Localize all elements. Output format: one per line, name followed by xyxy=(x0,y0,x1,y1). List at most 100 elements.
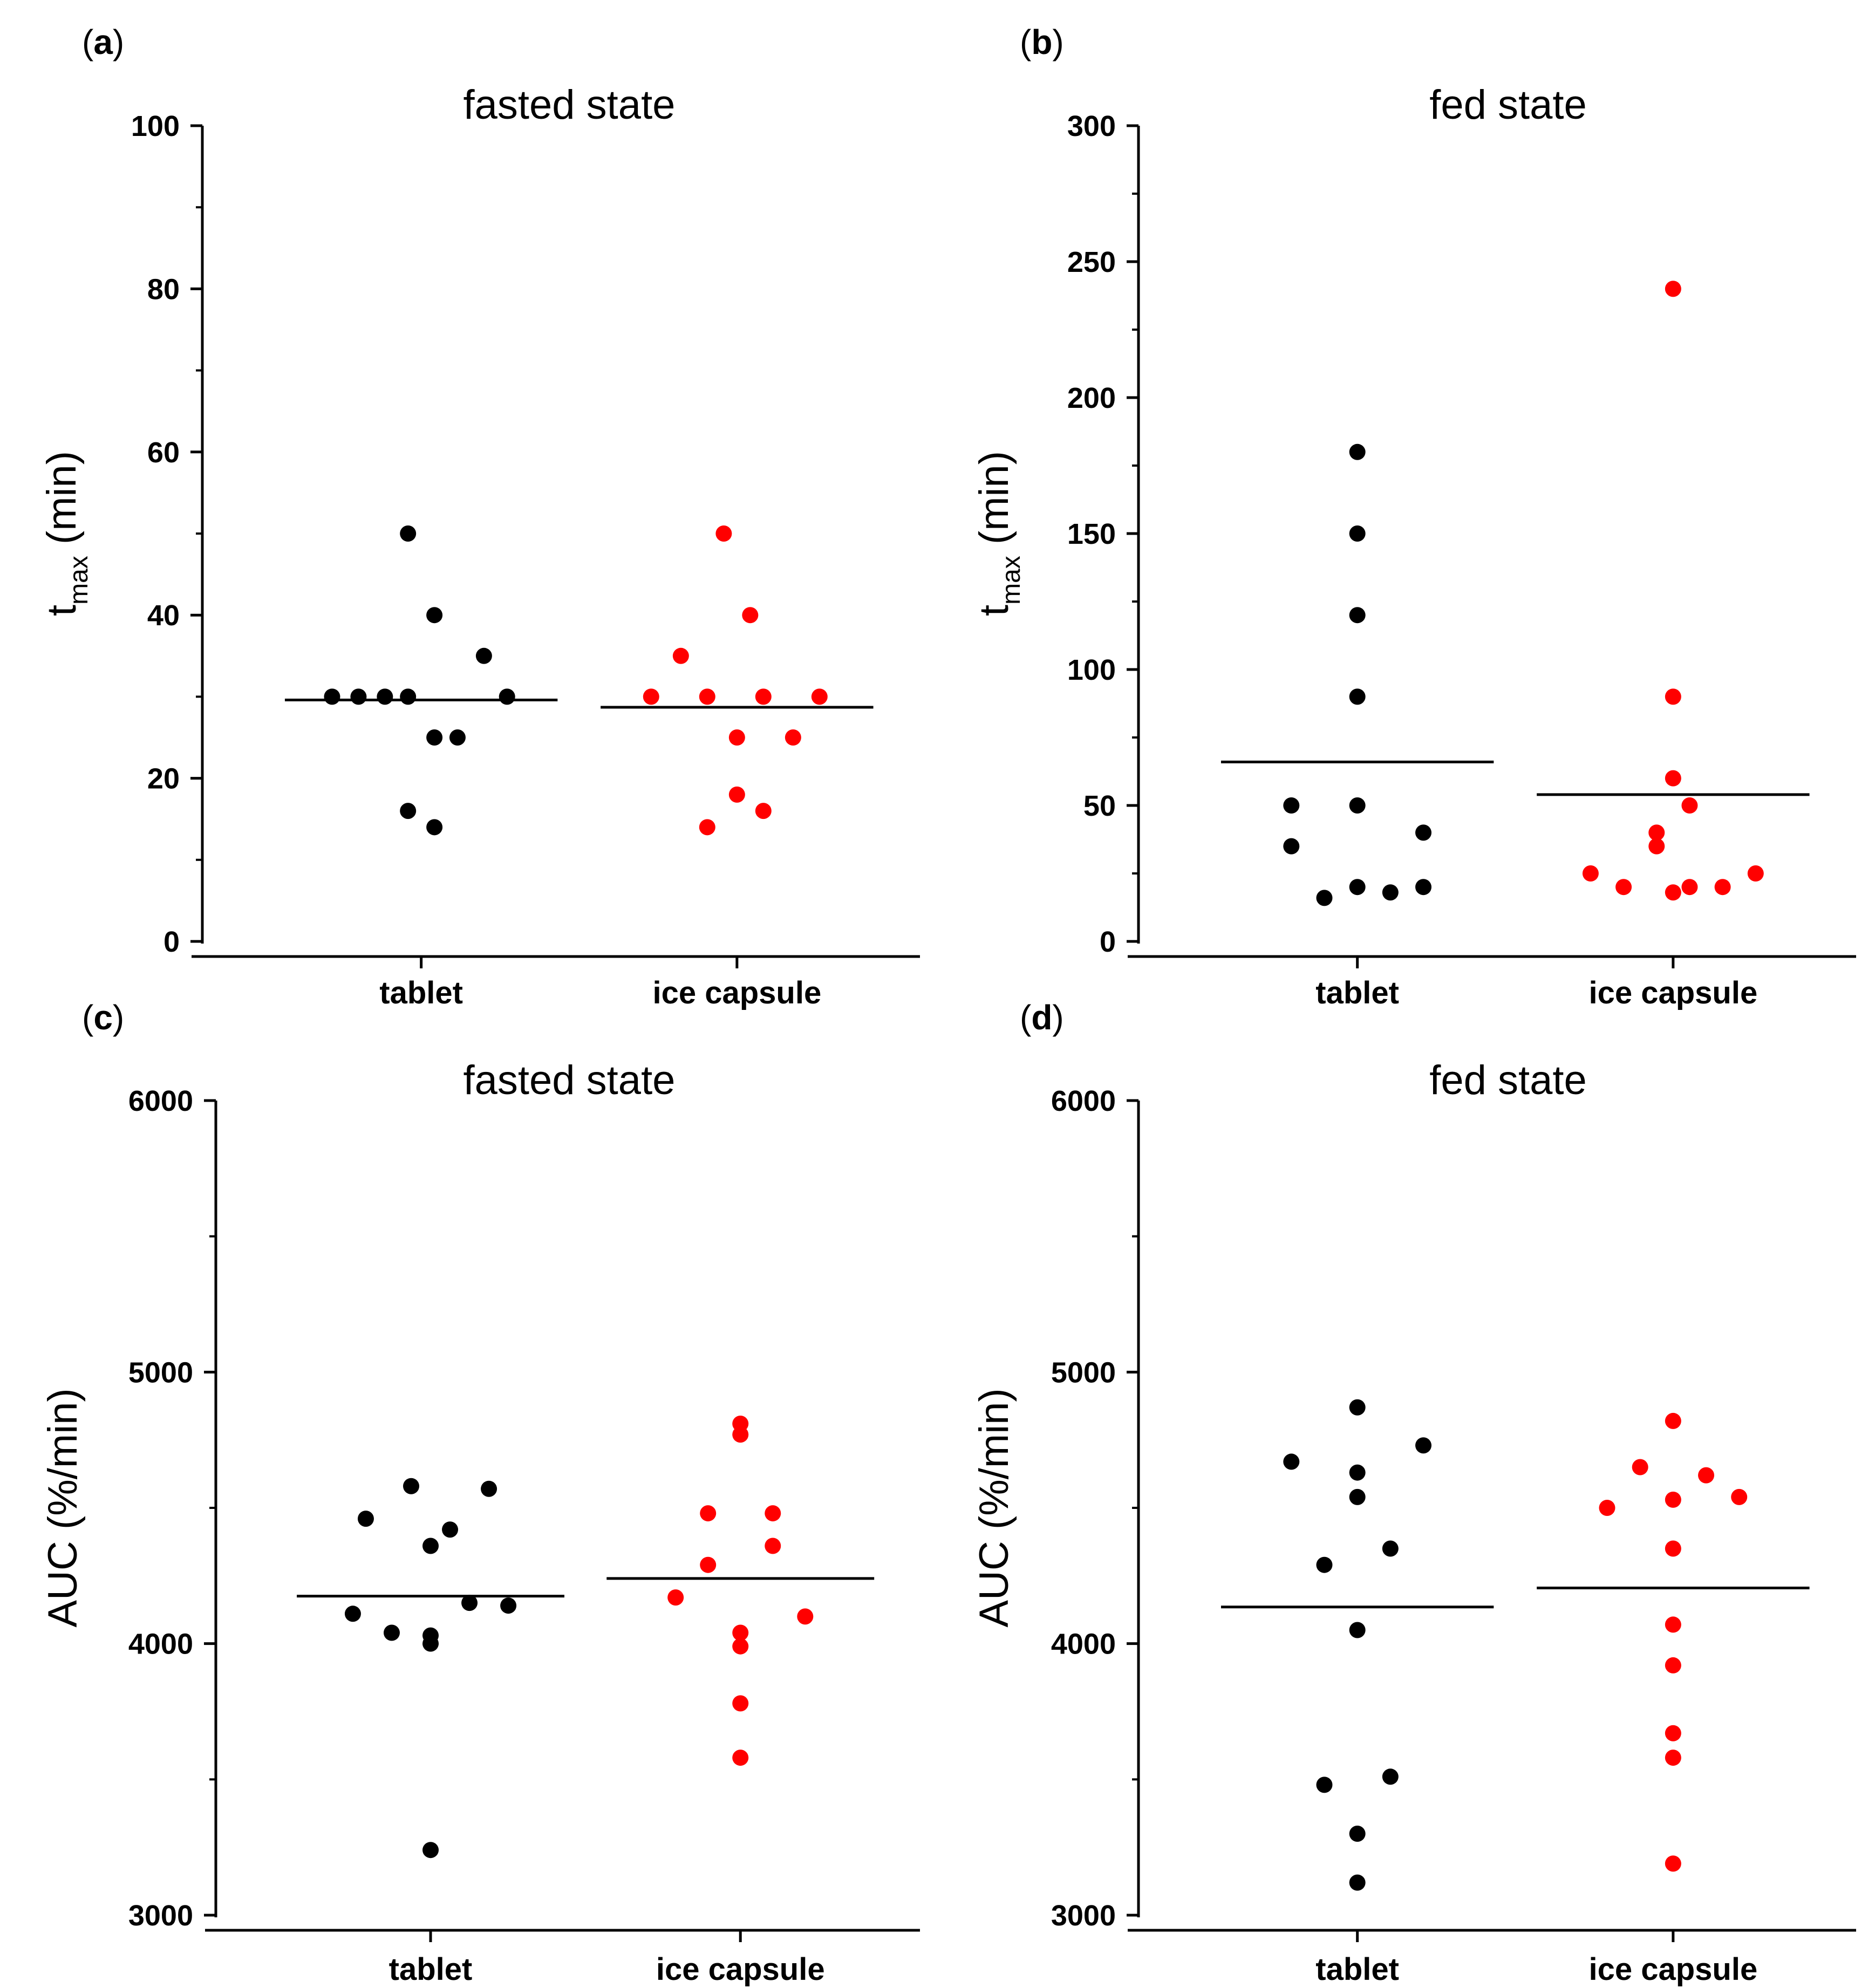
data-point xyxy=(1349,1464,1366,1481)
data-point xyxy=(1615,879,1632,896)
y-tick-label: 50 xyxy=(1083,790,1116,822)
data-point xyxy=(1316,1777,1333,1793)
data-point xyxy=(1349,525,1366,542)
y-tick-label: 20 xyxy=(147,763,180,795)
data-point xyxy=(732,1638,749,1655)
data-point xyxy=(1665,1855,1681,1872)
data-point xyxy=(1665,1616,1681,1633)
chart-title: fasted state xyxy=(463,82,676,128)
x-category-label: ice capsule xyxy=(1588,1952,1757,1987)
data-point xyxy=(475,647,492,664)
data-point xyxy=(1698,1467,1715,1484)
data-point xyxy=(1665,1750,1681,1766)
y-tick-label: 40 xyxy=(147,599,180,632)
data-point xyxy=(344,1606,361,1622)
y-tick-label: 5000 xyxy=(1051,1356,1116,1389)
data-point xyxy=(732,1624,749,1641)
y-tick-label: 300 xyxy=(1067,110,1116,142)
data-point xyxy=(1382,1768,1399,1785)
data-point xyxy=(500,1597,517,1614)
y-axis-label: AUC (%/min) xyxy=(40,1388,86,1627)
x-category-label: ice capsule xyxy=(1588,975,1757,1010)
data-point xyxy=(1382,1540,1399,1557)
data-point xyxy=(383,1624,400,1641)
data-point xyxy=(400,688,417,705)
data-point xyxy=(643,688,659,705)
data-point xyxy=(1632,1459,1648,1475)
data-point xyxy=(755,803,772,819)
data-point xyxy=(667,1589,684,1606)
data-point xyxy=(1316,1556,1333,1573)
y-tick-label: 6000 xyxy=(1051,1085,1116,1117)
y-tick-label: 0 xyxy=(1100,926,1116,958)
y-tick-label: 100 xyxy=(131,110,180,142)
chart-panel-1: (a) fasted state 0 20 40 60 80 100 tablet ice cap… xyxy=(39,23,920,1010)
x-category-label: ice capsule xyxy=(652,975,821,1010)
data-point xyxy=(1599,1500,1615,1516)
y-tick-label: 80 xyxy=(147,273,180,305)
x-category-label: tablet xyxy=(379,975,463,1010)
chart-panel-4: (d) fed state 3000 4000 5000 6000 tablet ice ca… xyxy=(971,998,1856,1987)
data-point xyxy=(1283,1453,1300,1470)
data-point xyxy=(1349,1399,1366,1416)
panel-letter: (c) xyxy=(82,998,124,1037)
data-point xyxy=(357,1511,374,1527)
data-point xyxy=(699,688,715,705)
y-tick-label: 250 xyxy=(1067,246,1116,278)
data-point xyxy=(422,1842,439,1859)
data-point xyxy=(732,1750,749,1766)
x-category-label: tablet xyxy=(389,1952,473,1987)
data-point xyxy=(1681,879,1698,896)
y-axis-label: tmax (min) xyxy=(971,451,1026,616)
chart-title: fed state xyxy=(1429,1057,1587,1103)
data-point xyxy=(1283,838,1300,855)
data-point xyxy=(765,1505,781,1522)
data-point xyxy=(1382,884,1399,901)
data-point xyxy=(728,786,745,803)
data-point xyxy=(377,688,393,705)
data-point xyxy=(1665,281,1681,297)
data-point xyxy=(1648,838,1665,855)
data-point xyxy=(499,688,515,705)
y-tick-label: 60 xyxy=(147,436,180,469)
data-point xyxy=(400,525,417,542)
data-point xyxy=(1665,1540,1681,1557)
y-axis-label: tmax (min) xyxy=(39,451,93,616)
y-axis-label: AUC (%/min) xyxy=(971,1388,1017,1627)
y-tick-label: 150 xyxy=(1067,518,1116,550)
data-point xyxy=(1349,1826,1366,1842)
data-point xyxy=(426,819,443,836)
data-point xyxy=(732,1695,749,1712)
data-point xyxy=(1648,824,1665,841)
data-point xyxy=(1747,865,1764,882)
y-tick-label: 200 xyxy=(1067,382,1116,414)
data-point xyxy=(1349,1488,1366,1505)
data-point xyxy=(1349,797,1366,814)
data-point xyxy=(1665,1491,1681,1508)
data-point xyxy=(700,1505,717,1522)
data-point xyxy=(1665,688,1681,705)
panel-letter: (d) xyxy=(1020,998,1064,1037)
y-tick-label: 100 xyxy=(1067,654,1116,686)
x-category-label: ice capsule xyxy=(656,1952,825,1987)
data-point xyxy=(715,525,732,542)
data-point xyxy=(1349,688,1366,705)
x-category-label: tablet xyxy=(1315,1952,1399,1987)
data-point xyxy=(811,688,828,705)
data-point xyxy=(400,803,417,819)
data-point xyxy=(1582,865,1599,882)
data-point xyxy=(672,647,689,664)
data-point xyxy=(1415,1437,1432,1454)
x-category-label: tablet xyxy=(1315,975,1399,1010)
data-point xyxy=(324,688,340,705)
panel-letter: (a) xyxy=(82,23,124,62)
data-point xyxy=(1415,879,1432,896)
data-point xyxy=(728,729,745,746)
chart-panel-2: (b) fed state 0 50 100 150 200 250 300 tablet ice … xyxy=(971,23,1856,1010)
data-point xyxy=(426,607,443,624)
data-point xyxy=(742,607,759,624)
y-tick-label: 3000 xyxy=(1051,1900,1116,1932)
data-point xyxy=(1316,890,1333,906)
y-tick-label: 4000 xyxy=(128,1628,193,1661)
